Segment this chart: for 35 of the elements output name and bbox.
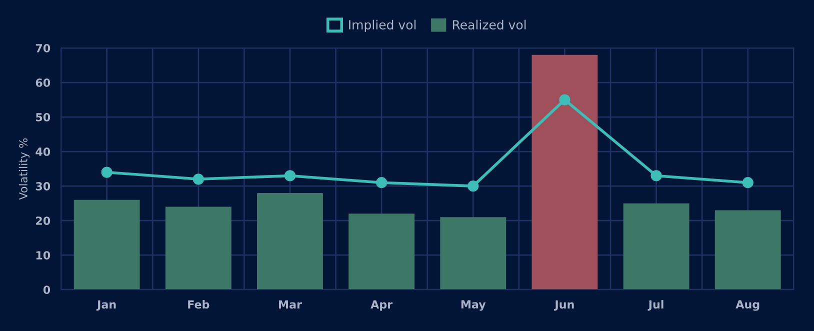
x-tick-label: Aug: [736, 300, 760, 311]
x-tick-label: Feb: [188, 300, 210, 309]
point: [468, 180, 479, 192]
legend-label: Implied vol: [349, 20, 416, 32]
y-tick-label: 50: [36, 113, 50, 122]
x-tick-label: May: [461, 300, 486, 311]
point: [559, 94, 570, 106]
bar: [714, 210, 781, 290]
bar: [348, 214, 415, 290]
point: [376, 177, 388, 188]
bar: [257, 192, 323, 290]
x-tick-label: Jun: [554, 300, 574, 311]
y-tick-label: 30: [36, 182, 50, 190]
point: [650, 170, 662, 182]
x-tick-label: Mar: [278, 300, 302, 309]
y-axis-title: Volatility %: [18, 138, 30, 200]
point: [101, 166, 112, 178]
point: [742, 177, 754, 188]
y-tick-label: 0: [43, 286, 50, 294]
bar: [165, 206, 232, 290]
x-tick-label: Jul: [648, 300, 664, 311]
bar: [532, 54, 598, 290]
bar: [74, 200, 140, 290]
y-tick-label: 10: [36, 251, 50, 260]
x-tick-label: Apr: [370, 300, 393, 311]
x-tick-label: Jan: [96, 300, 116, 311]
y-tick-label: 60: [36, 78, 50, 87]
point: [284, 170, 296, 182]
point: [192, 174, 204, 185]
bar: [623, 203, 690, 290]
y-tick-label: 20: [36, 216, 50, 225]
legend-label: Realized vol: [452, 20, 526, 30]
y-tick-label: 40: [36, 148, 50, 156]
bar: [440, 217, 506, 290]
y-tick-label: 70: [36, 44, 50, 52]
